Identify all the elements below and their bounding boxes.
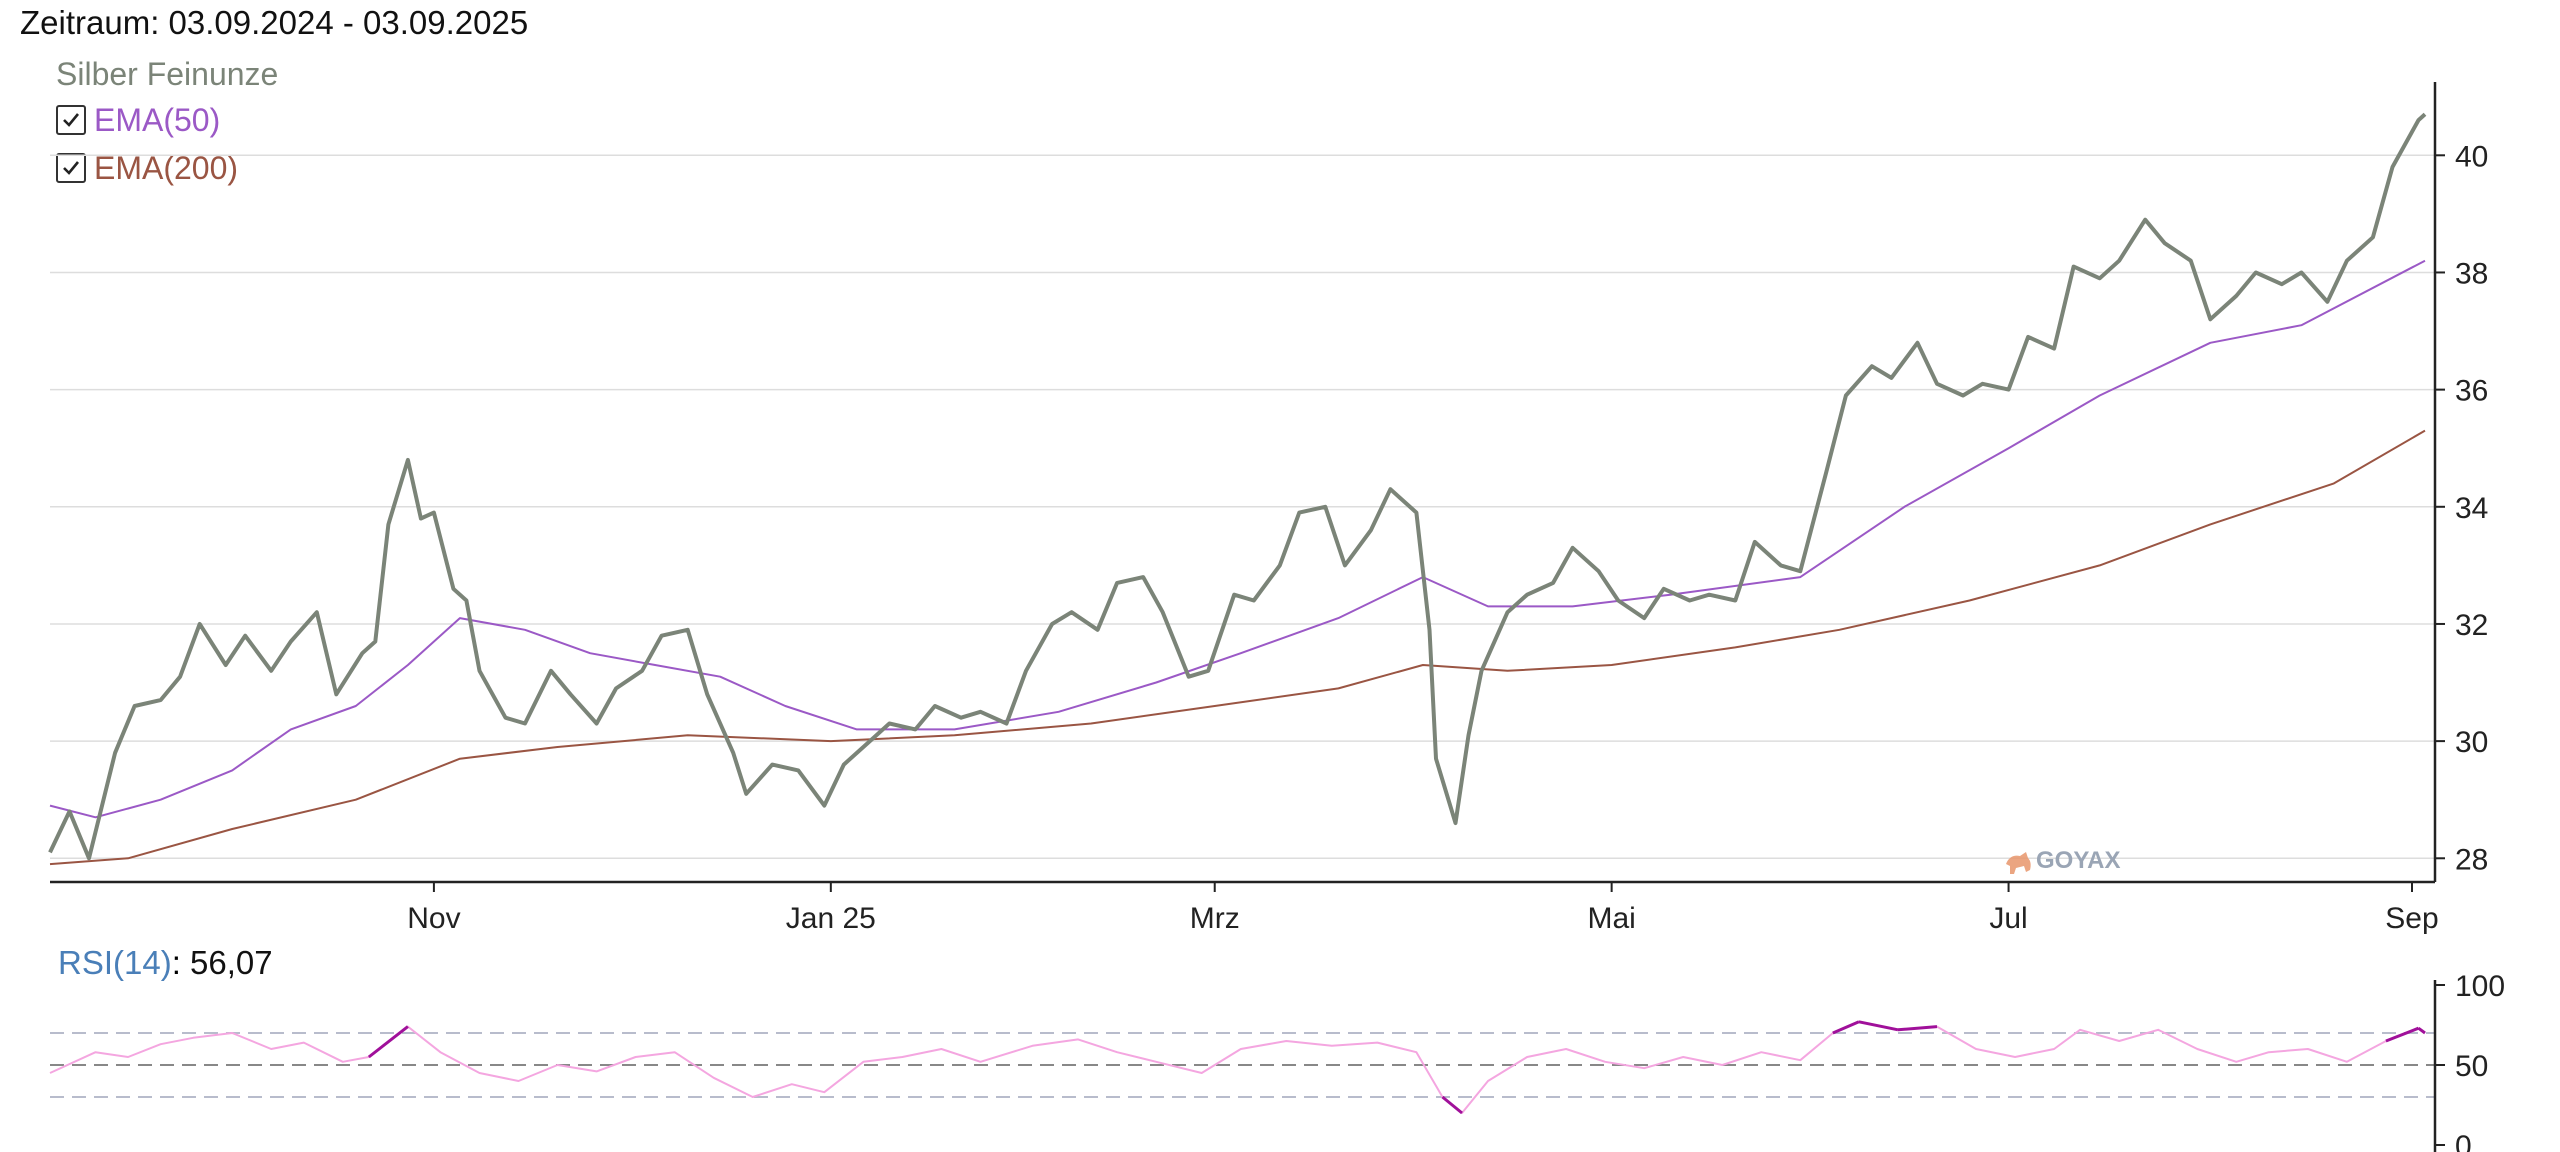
y-tick-label: 32 [2455,609,2488,642]
main-axes: 28 30 32 34 36 38 40 Nov Jan 25 Mrz Mai Jul Sep [50,82,2488,935]
x-tick-label: Jan 25 [786,902,876,935]
rsi-y-tick-label: 100 [2455,970,2505,1003]
main-series [48,112,2427,866]
rsi-y-tick-label: 50 [2455,1050,2488,1083]
rsi-extreme-segment [367,1025,409,1059]
x-tick-label: Nov [407,902,460,935]
rsi-series [49,1020,2426,1115]
legend-title: Silber Feinunze [56,56,279,92]
rsi-y-tick-label: 0 [2455,1130,2472,1152]
x-tick-label: Jul [1989,902,2027,935]
rsi-extreme-segment [2417,1026,2426,1035]
rsi-axes: 0 50 100 [2433,970,2505,1152]
price-line [48,112,2427,861]
rsi-name: RSI(14) [58,944,172,981]
rsi-extreme-segment [1897,1025,1938,1032]
x-tick-label: Mai [1587,902,1635,935]
x-tick-label: Mrz [1190,902,1240,935]
watermark-text: GOYAX [2036,847,2120,874]
ema50-line [49,259,2426,819]
checkmark-icon [63,161,80,175]
y-tick-label: 30 [2455,726,2488,759]
goyax-watermark: GOYAX [2006,847,2120,874]
rsi-extreme-segment [1832,1020,1860,1035]
checkmark-icon [63,113,80,127]
rsi-separator: : [171,944,191,981]
rsi-line [49,1020,2426,1114]
y-tick-label: 36 [2455,375,2488,408]
ema200-line [49,429,2426,866]
rsi-label: RSI(14): 56,07 [58,944,273,982]
rsi-extreme-segment [2385,1026,2420,1043]
rsi-extreme-segment [1441,1095,1463,1115]
ema50-checkbox[interactable] [56,105,86,135]
bull-logo-icon [2006,852,2031,874]
main-grid [50,154,2435,860]
y-tick-label: 40 [2455,140,2488,173]
legend-item-ema50[interactable]: EMA(50) [56,96,278,144]
ema50-label: EMA(50) [94,101,221,138]
y-tick-label: 34 [2455,492,2488,525]
x-tick-label: Sep [2385,902,2438,935]
y-tick-label: 38 [2455,257,2488,290]
y-tick-label: 28 [2455,843,2488,876]
rsi-grid [50,1032,2435,1098]
rsi-extreme-segment [1858,1020,1899,1032]
period-label: Zeitraum: 03.09.2024 - 03.09.2025 [20,4,529,41]
ema200-checkbox[interactable] [56,153,86,183]
rsi-value: 56,07 [190,944,273,981]
